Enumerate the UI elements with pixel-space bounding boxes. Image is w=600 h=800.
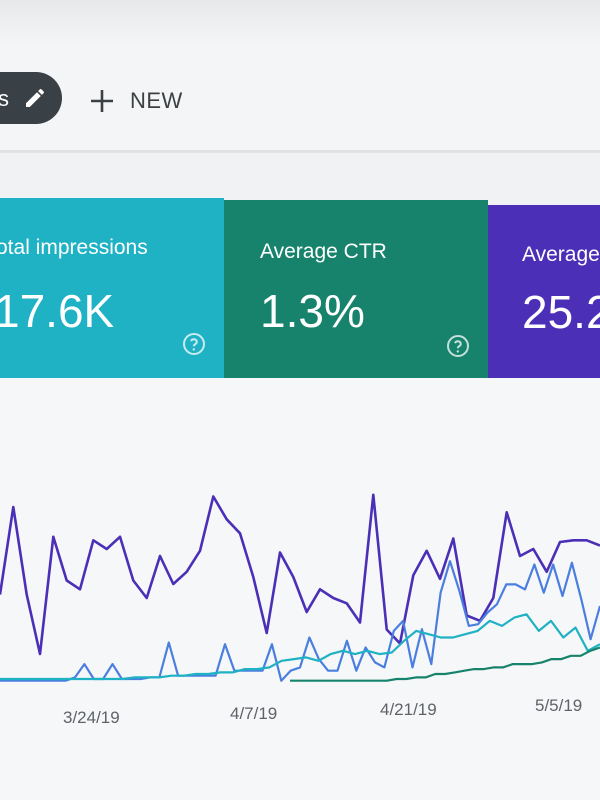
new-button-label: NEW [130,88,183,113]
metric-label: Average p [522,243,600,266]
toolbar-shade [0,0,600,45]
new-button[interactable]: NEW [88,82,183,120]
plus-icon [88,87,116,115]
x-tick-label: 5/5/19 [535,696,583,715]
metric-label: Average CTR [260,240,387,263]
metric-value: 25.2 [522,286,600,338]
series-line-purple [0,493,600,656]
metric-value: 17.6K [0,285,115,337]
metric-card-average-ctr[interactable]: Average CTR 1.3% [224,200,488,380]
x-tick-label: 3/24/19 [63,708,120,727]
edit-filter-button[interactable]: s [0,72,62,124]
filter-label: s [0,86,10,111]
performance-chart[interactable]: 3/24/19 4/7/19 4/21/19 5/5/19 [0,378,600,800]
chart-svg [0,493,600,682]
metric-card-average-position[interactable]: Average p 25.2 [488,205,600,385]
app-toolbar: s NEW [0,0,600,150]
help-circle-icon[interactable] [446,334,470,358]
x-tick-label: 4/21/19 [380,700,437,719]
series-line-teal [0,613,600,681]
metric-value: 1.3% [260,285,365,337]
pencil-icon [23,86,47,110]
help-circle-icon[interactable] [182,332,206,356]
metric-label: otal impressions [0,236,148,259]
metric-card-total-impressions[interactable]: otal impressions 17.6K [0,198,224,378]
series-line-green [290,646,600,682]
toolbar-divider [0,150,600,153]
x-tick-label: 4/7/19 [230,704,278,723]
